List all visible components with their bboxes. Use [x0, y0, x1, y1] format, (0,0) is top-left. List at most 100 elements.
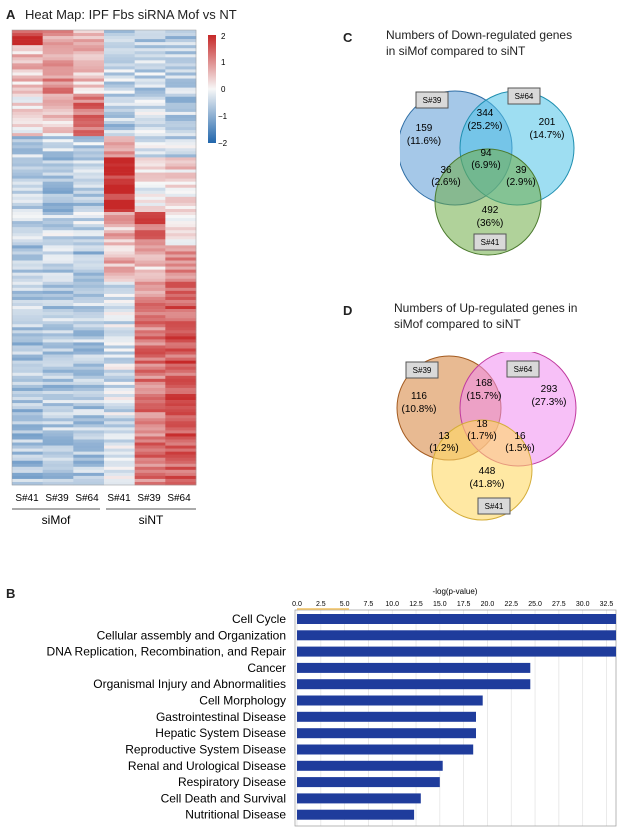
heatmap-cell	[73, 66, 105, 70]
heatmap-cell	[12, 400, 43, 404]
heatmap-cell	[42, 114, 74, 119]
heatmap-cell	[42, 266, 74, 270]
heatmap-cell	[134, 415, 166, 419]
heatmap-cell	[73, 394, 105, 398]
heatmap-cell	[42, 208, 74, 213]
panel-d-letter: D	[343, 303, 353, 318]
heatmap-cell	[134, 251, 166, 255]
heatmap-cell	[73, 463, 105, 468]
heatmap-cell	[73, 190, 105, 195]
heatmap-cell	[165, 175, 197, 179]
heatmap-cell	[104, 257, 135, 261]
heatmap-cell	[73, 384, 105, 389]
heatmap-cell	[104, 87, 135, 91]
heatmap-cell	[12, 45, 43, 49]
heatmap-cell	[165, 72, 197, 76]
heatmap-cell	[12, 169, 43, 173]
heatmap-cell	[165, 481, 197, 486]
heatmap-cell	[73, 242, 105, 246]
heatmap-cell	[134, 327, 166, 331]
heatmap-cell	[73, 415, 105, 419]
heatmap-cell	[134, 330, 166, 334]
heatmap-cell	[134, 93, 166, 98]
heatmap-cell	[104, 378, 135, 383]
heatmap-cell	[12, 42, 43, 46]
bar-mark	[297, 662, 531, 673]
heatmap-cell	[104, 248, 135, 252]
heatmap-cell	[42, 284, 74, 289]
heatmap-cell	[104, 269, 135, 273]
heatmap-cell	[12, 254, 43, 258]
heatmap-cell	[42, 33, 74, 37]
venn-down-pct-s39-s41: (2.6%)	[431, 177, 460, 188]
heatmap-cell	[165, 184, 197, 189]
heatmap-cell	[134, 436, 166, 440]
heatmap-cell	[134, 260, 166, 264]
venn-down-count-s39-s41: 36	[440, 165, 452, 176]
heatmap-cell	[73, 230, 105, 234]
heatmap-cell	[73, 481, 105, 486]
heatmap-cell	[73, 336, 105, 340]
heatmap-cell	[73, 63, 105, 67]
heatmap-cell	[42, 403, 74, 407]
heatmap-cell	[73, 324, 105, 328]
bar-mark	[297, 646, 616, 657]
heatmap-cell	[104, 121, 135, 125]
heatmap-cell	[165, 263, 197, 267]
heatmap-cell	[134, 299, 166, 304]
heatmap-cell	[73, 227, 105, 231]
heatmap-cell	[73, 136, 105, 140]
heatmap-cell	[42, 333, 74, 337]
heatmap-cell	[134, 172, 166, 176]
heatmap-cell	[42, 72, 74, 76]
heatmap-cell	[165, 236, 197, 240]
heatmap-cell	[42, 166, 74, 170]
heatmap-cell	[104, 278, 135, 283]
venn-up-setlabel-box-s39	[405, 361, 439, 379]
heatmap-cell	[73, 387, 105, 392]
heatmap-cell	[42, 415, 74, 419]
heatmap-cell	[165, 445, 197, 449]
heatmap-cell	[73, 354, 105, 358]
heatmap-cell	[134, 430, 166, 434]
heatmap-cell	[104, 463, 135, 468]
heatmap-cell	[134, 409, 166, 413]
venn-up-title: Numbers of Up-regulated genes in siMof c…	[394, 300, 625, 332]
heatmap-cell	[104, 415, 135, 419]
heatmap-cell	[165, 397, 197, 401]
bar-mark	[297, 711, 476, 722]
heatmap-cell	[134, 309, 166, 313]
heatmap-cell	[42, 327, 74, 331]
heatmap-cell	[12, 284, 43, 289]
venn-up-title-line-1: Numbers of Up-regulated genes in	[394, 301, 578, 315]
heatmap-cell	[12, 481, 43, 486]
heatmap-cell	[73, 121, 105, 125]
heatmap-cell	[134, 427, 166, 431]
heatmap-cell	[73, 299, 105, 304]
heatmap-cell	[134, 296, 166, 301]
heatmap-cell	[104, 166, 135, 170]
heatmap-cell	[134, 321, 166, 325]
heatmap-cell	[104, 196, 135, 201]
bar-category-label: Nutritional Disease	[185, 808, 286, 822]
heatmap-cell	[104, 354, 135, 358]
heatmap-cell	[165, 169, 197, 173]
heatmap-cell	[134, 48, 166, 52]
heatmap-cell	[12, 415, 43, 419]
heatmap-cell	[104, 218, 135, 222]
bar-mark	[297, 728, 476, 739]
heatmap-cell	[104, 418, 135, 422]
heatmap-cell	[165, 130, 197, 134]
heatmap-cell	[42, 400, 74, 404]
bar-mark	[297, 695, 483, 706]
heatmap-cell	[104, 72, 135, 76]
heatmap-cell	[73, 409, 105, 413]
heatmap-cell	[42, 78, 74, 82]
heatmap-cell	[165, 448, 197, 452]
heatmap-cell	[134, 205, 166, 210]
heatmap-cell	[12, 394, 43, 398]
heatmap-cell	[104, 160, 135, 164]
heatmap-cell	[73, 30, 105, 34]
heatmap-cell	[73, 196, 105, 201]
heatmap-cell	[12, 199, 43, 204]
